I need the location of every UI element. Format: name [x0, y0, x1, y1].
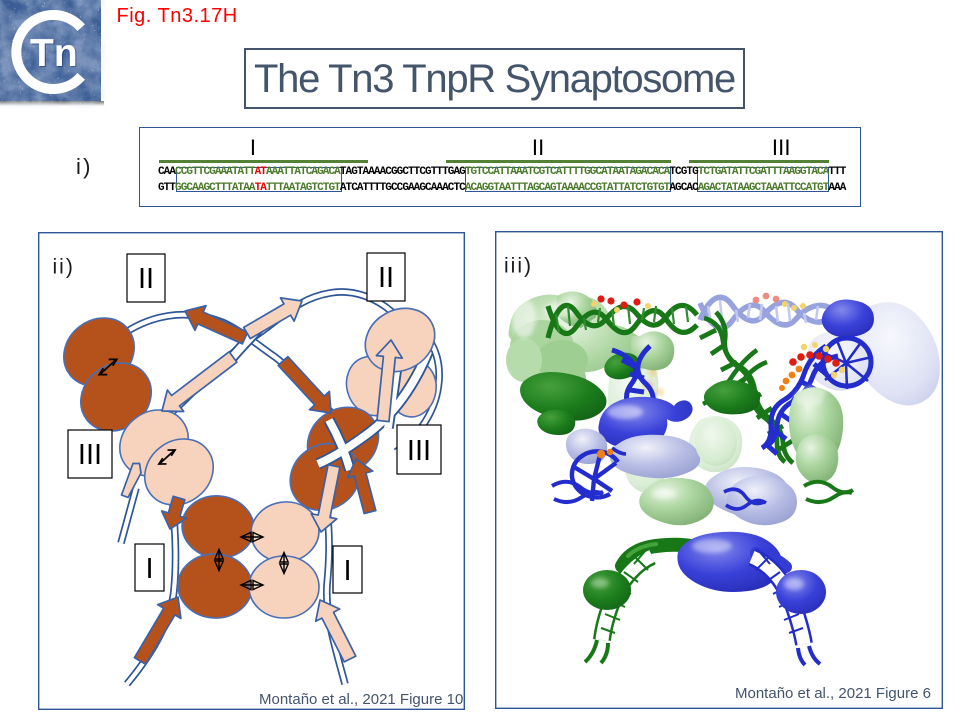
svg-text:I: I [145, 553, 153, 585]
svg-text:ii): ii) [53, 256, 75, 279]
svg-text:II: II [138, 263, 154, 295]
svg-text:iii): iii) [504, 255, 533, 278]
svg-text:Tn: Tn [31, 33, 79, 76]
svg-text:I: I [343, 555, 351, 587]
svg-text:III: III [407, 435, 431, 467]
svg-text:Montaño et al., 2021 Figure 1: Montaño et al., 2021 Figure 10 [259, 691, 463, 708]
svg-text:III: III [78, 439, 102, 471]
svg-text:II: II [378, 262, 394, 294]
svg-text:Montaño et al., 2021 Figure 6: Montaño et al., 2021 Figure 6 [735, 685, 931, 702]
svg-text:Tn: Tn [30, 32, 78, 75]
